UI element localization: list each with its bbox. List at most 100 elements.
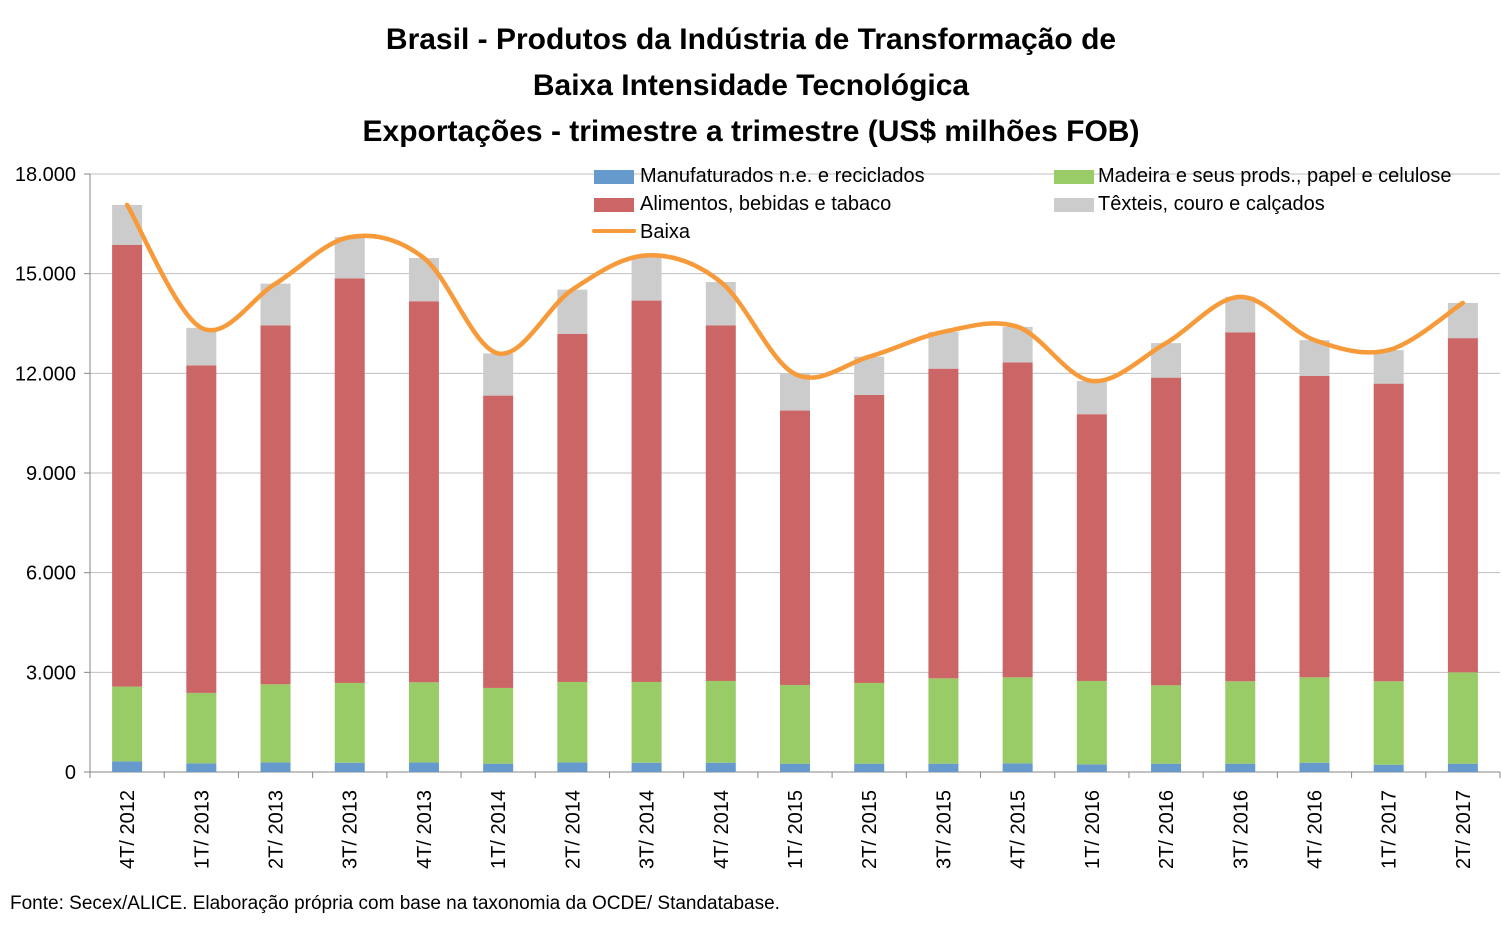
bar-segment-series-1 bbox=[1447, 672, 1478, 764]
legend-label-alimentos: Alimentos, bebidas e tabaco bbox=[640, 193, 892, 215]
bar-segment-series-1 bbox=[260, 684, 291, 763]
x-tick-label: 2T/ 2017 bbox=[1453, 790, 1475, 869]
x-tick-label: 1T/ 2015 bbox=[785, 790, 807, 869]
bar-segment-series-3 bbox=[854, 356, 885, 395]
bar-segment-series-2 bbox=[334, 278, 365, 683]
x-tick-label: 1T/ 2016 bbox=[1082, 790, 1104, 869]
bar-segment-series-2 bbox=[1151, 377, 1182, 686]
bar-segment-series-3 bbox=[483, 353, 514, 396]
x-tick-label: 2T/ 2015 bbox=[859, 790, 881, 869]
x-tick-label: 3T/ 2013 bbox=[340, 790, 362, 869]
legend-line-baixa bbox=[592, 229, 636, 233]
y-tick-label: 18.000 bbox=[15, 164, 76, 186]
bar-segment-series-0 bbox=[1373, 764, 1404, 772]
bar-segment-series-2 bbox=[1373, 383, 1404, 682]
bar-segment-series-2 bbox=[1299, 375, 1330, 678]
bar-segment-series-3 bbox=[1225, 296, 1256, 333]
bar-segment-series-2 bbox=[705, 325, 736, 681]
bar-segment-series-1 bbox=[334, 682, 365, 763]
y-tick-label: 15.000 bbox=[15, 264, 76, 286]
bar-segment-series-3 bbox=[705, 281, 736, 326]
bar-segment-series-0 bbox=[631, 762, 662, 772]
x-tick-label: 2T/ 2016 bbox=[1156, 790, 1178, 869]
bar-segment-series-1 bbox=[1002, 677, 1033, 764]
y-tick-label: 0 bbox=[65, 762, 76, 784]
legend-swatch-texteis bbox=[1054, 198, 1094, 212]
bar-segment-series-1 bbox=[1151, 685, 1182, 764]
x-tick-label: 3T/ 2015 bbox=[933, 790, 955, 869]
legend-label-manufaturados: Manufaturados n.e. e reciclados bbox=[640, 165, 925, 187]
x-tick-label: 4T/ 2016 bbox=[1304, 790, 1326, 869]
line-series-baixa bbox=[124, 202, 1466, 384]
bar-segment-series-2 bbox=[186, 365, 217, 693]
x-tick-label: 4T/ 2015 bbox=[1008, 790, 1030, 869]
bar-segment-series-2 bbox=[408, 301, 439, 683]
bar-segment-series-2 bbox=[780, 410, 810, 685]
x-tick-label: 2T/ 2014 bbox=[562, 790, 584, 869]
bar-segment-series-0 bbox=[557, 762, 588, 772]
bar-segment-series-1 bbox=[854, 682, 885, 764]
chart-title-line-1: Brasil - Produtos da Indústria de Transf… bbox=[385, 23, 1117, 56]
x-tick-label: 2T/ 2013 bbox=[266, 790, 288, 869]
bar-segment-series-0 bbox=[1002, 763, 1033, 772]
bar-segment-series-0 bbox=[483, 763, 514, 772]
bar-segment-series-2 bbox=[631, 300, 662, 682]
y-tick-label: 12.000 bbox=[15, 363, 76, 385]
bar-segment-series-1 bbox=[1373, 681, 1404, 765]
bar-segment-series-3 bbox=[928, 331, 959, 369]
bar-segment-series-0 bbox=[408, 762, 439, 772]
bar-segment-series-1 bbox=[112, 686, 143, 762]
chart-title-line-2: Baixa Intensidade Tecnológica bbox=[532, 69, 970, 102]
bar-segment-series-0 bbox=[1225, 763, 1256, 772]
bar-segment-series-3 bbox=[408, 258, 439, 302]
source-note: Fonte: Secex/ALICE. Elaboração própria c… bbox=[10, 893, 780, 914]
bar-segment-series-0 bbox=[705, 762, 736, 772]
legend-swatch-alimentos bbox=[594, 198, 634, 212]
x-tick-label: 1T/ 2014 bbox=[488, 790, 510, 869]
bar-segment-series-3 bbox=[334, 237, 365, 279]
bar-segment-series-0 bbox=[260, 762, 291, 772]
bar-segment-series-1 bbox=[408, 682, 439, 763]
bar-segment-series-1 bbox=[1076, 680, 1107, 765]
y-tick-label: 6.000 bbox=[26, 563, 76, 585]
x-tick-label: 3T/ 2014 bbox=[637, 790, 659, 869]
bar-segment-series-1 bbox=[1299, 677, 1330, 763]
bar-segment-series-2 bbox=[557, 333, 588, 682]
y-tick-label: 3.000 bbox=[26, 662, 76, 684]
bar-segment-series-0 bbox=[1447, 763, 1478, 772]
bar-segment-series-1 bbox=[186, 692, 217, 764]
bar-segment-series-1 bbox=[1225, 681, 1256, 764]
bar-segment-series-2 bbox=[1002, 362, 1033, 678]
bar-segment-series-3 bbox=[1299, 340, 1330, 376]
legend-label-baixa: Baixa bbox=[640, 221, 691, 243]
chart-title-line-3: Exportações - trimestre a trimestre (US$… bbox=[362, 115, 1140, 148]
bar-segment-series-0 bbox=[1299, 762, 1330, 772]
bar-segment-series-0 bbox=[186, 763, 217, 772]
bar-segment-series-2 bbox=[928, 368, 959, 679]
bar-segment-series-2 bbox=[1447, 338, 1478, 673]
bar-segment-series-1 bbox=[780, 684, 810, 764]
bar-segment-series-0 bbox=[1151, 763, 1182, 772]
legend-swatch-madeira bbox=[1054, 170, 1094, 184]
bar-segment-series-3 bbox=[1076, 380, 1107, 415]
bar-segment-series-0 bbox=[780, 763, 810, 772]
x-tick-label: 1T/ 2017 bbox=[1379, 790, 1401, 869]
bar-segment-series-1 bbox=[557, 681, 588, 763]
bar-segment-series-3 bbox=[1373, 350, 1404, 384]
bar-segment-series-1 bbox=[928, 678, 959, 764]
x-tick-label: 4T/ 2013 bbox=[414, 790, 436, 869]
bar-segment-series-1 bbox=[483, 687, 514, 764]
x-tick-label: 4T/ 2012 bbox=[117, 790, 139, 869]
bar-segment-series-2 bbox=[1076, 414, 1107, 681]
bar-segment-series-3 bbox=[780, 373, 810, 411]
bar-segment-series-0 bbox=[1076, 764, 1107, 772]
bar-segment-series-2 bbox=[1225, 332, 1256, 682]
bar-segment-series-3 bbox=[631, 255, 662, 301]
x-tick-label: 1T/ 2013 bbox=[191, 790, 213, 869]
bar-segment-series-2 bbox=[483, 395, 514, 688]
legend-swatch-manufaturados bbox=[594, 170, 634, 184]
bar-segment-series-2 bbox=[260, 325, 291, 685]
y-tick-label: 9.000 bbox=[26, 463, 76, 485]
bar-segment-series-1 bbox=[631, 681, 662, 763]
